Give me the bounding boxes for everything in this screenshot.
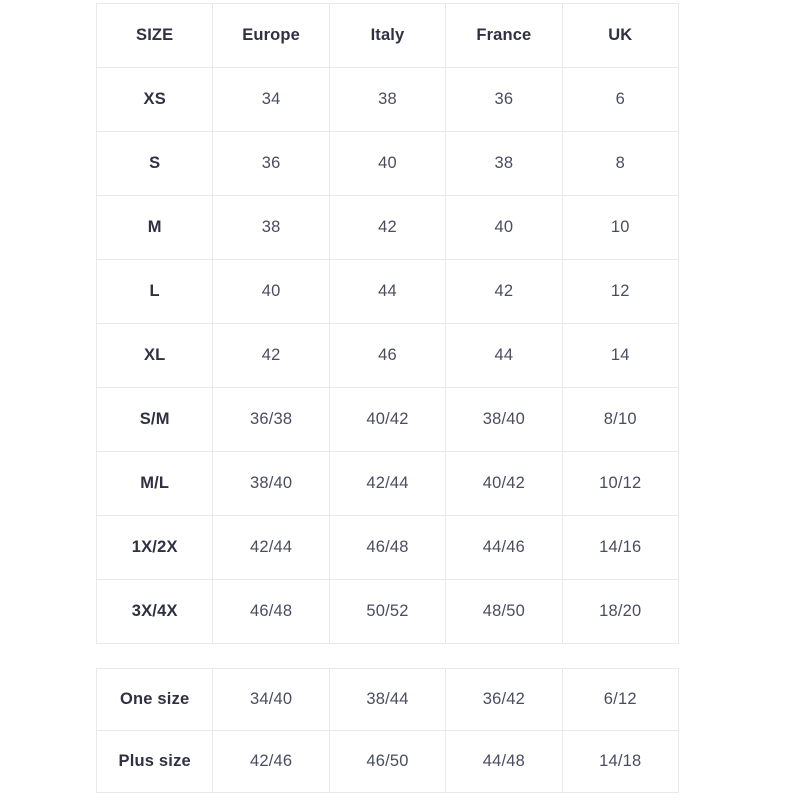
- value-cell: 12: [561, 259, 679, 324]
- value-cell: 50/52: [328, 579, 447, 644]
- value-cell: 46/50: [328, 730, 447, 793]
- row-label: XL: [95, 323, 214, 388]
- value-cell: 40/42: [445, 451, 563, 516]
- value-cell: 42/44: [328, 451, 447, 516]
- value-cell: 40: [328, 131, 447, 196]
- table-row: S/M 36/38 40/42 38/40 8/10: [95, 387, 679, 452]
- table-row: One size 34/40 38/44 36/42 6/12: [95, 668, 679, 731]
- value-cell: 6: [561, 67, 679, 132]
- value-cell: 44: [445, 323, 563, 388]
- row-label: One size: [95, 668, 214, 731]
- value-cell: 40: [445, 195, 563, 260]
- value-cell: 44: [328, 259, 447, 324]
- column-header-europe: Europe: [212, 3, 330, 68]
- value-cell: 36: [445, 67, 563, 132]
- value-cell: 44/48: [445, 730, 563, 793]
- table-body: XS 34 38 36 6 S 36 40 38 8 M 38 42 40 10: [95, 67, 679, 644]
- column-header-uk: UK: [561, 3, 679, 68]
- value-cell: 42: [328, 195, 447, 260]
- table-row: Plus size 42/46 46/50 44/48 14/18: [95, 730, 679, 793]
- row-label: XS: [95, 67, 214, 132]
- value-cell: 14/16: [561, 515, 679, 580]
- value-cell: 44/46: [445, 515, 563, 580]
- table-row: 3X/4X 46/48 50/52 48/50 18/20: [95, 579, 679, 644]
- column-header-italy: Italy: [328, 3, 447, 68]
- value-cell: 40: [212, 259, 330, 324]
- value-cell: 38: [328, 67, 447, 132]
- value-cell: 10: [561, 195, 679, 260]
- value-cell: 18/20: [561, 579, 679, 644]
- table-row: M/L 38/40 42/44 40/42 10/12: [95, 451, 679, 516]
- value-cell: 34: [212, 67, 330, 132]
- value-cell: 46/48: [328, 515, 447, 580]
- table-body: One size 34/40 38/44 36/42 6/12 Plus siz…: [95, 668, 679, 793]
- table-row: S 36 40 38 8: [95, 131, 679, 196]
- row-label: L: [95, 259, 214, 324]
- value-cell: 48/50: [445, 579, 563, 644]
- table-row: L 40 44 42 12: [95, 259, 679, 324]
- value-cell: 14: [561, 323, 679, 388]
- row-label: M: [95, 195, 214, 260]
- table-row: M 38 42 40 10: [95, 195, 679, 260]
- value-cell: 6/12: [561, 668, 679, 731]
- column-header-france: France: [445, 3, 563, 68]
- value-cell: 42: [212, 323, 330, 388]
- value-cell: 42/44: [212, 515, 330, 580]
- table-row: 1X/2X 42/44 46/48 44/46 14/16: [95, 515, 679, 580]
- table-row: XL 42 46 44 14: [95, 323, 679, 388]
- value-cell: 38/40: [445, 387, 563, 452]
- value-cell: 36: [212, 131, 330, 196]
- value-cell: 8: [561, 131, 679, 196]
- value-cell: 34/40: [212, 668, 330, 731]
- one-size-conversion-table: One size 34/40 38/44 36/42 6/12 Plus siz…: [95, 668, 679, 793]
- value-cell: 10/12: [561, 451, 679, 516]
- row-label: 3X/4X: [95, 579, 214, 644]
- value-cell: 36/38: [212, 387, 330, 452]
- row-label: S: [95, 131, 214, 196]
- value-cell: 38/44: [328, 668, 447, 731]
- row-label: S/M: [95, 387, 214, 452]
- value-cell: 14/18: [561, 730, 679, 793]
- value-cell: 42/46: [212, 730, 330, 793]
- value-cell: 38: [212, 195, 330, 260]
- value-cell: 38: [445, 131, 563, 196]
- column-header-size: SIZE: [95, 3, 214, 68]
- value-cell: 8/10: [561, 387, 679, 452]
- row-label: M/L: [95, 451, 214, 516]
- value-cell: 40/42: [328, 387, 447, 452]
- table-header: SIZE Europe Italy France UK: [95, 3, 679, 68]
- row-label: 1X/2X: [95, 515, 214, 580]
- value-cell: 46: [328, 323, 447, 388]
- value-cell: 42: [445, 259, 563, 324]
- table-header-row: SIZE Europe Italy France UK: [95, 3, 679, 68]
- value-cell: 36/42: [445, 668, 563, 731]
- value-cell: 46/48: [212, 579, 330, 644]
- value-cell: 38/40: [212, 451, 330, 516]
- table-row: XS 34 38 36 6: [95, 67, 679, 132]
- size-conversion-table: SIZE Europe Italy France UK XS 34 38 36 …: [95, 3, 679, 644]
- row-label: Plus size: [95, 730, 214, 793]
